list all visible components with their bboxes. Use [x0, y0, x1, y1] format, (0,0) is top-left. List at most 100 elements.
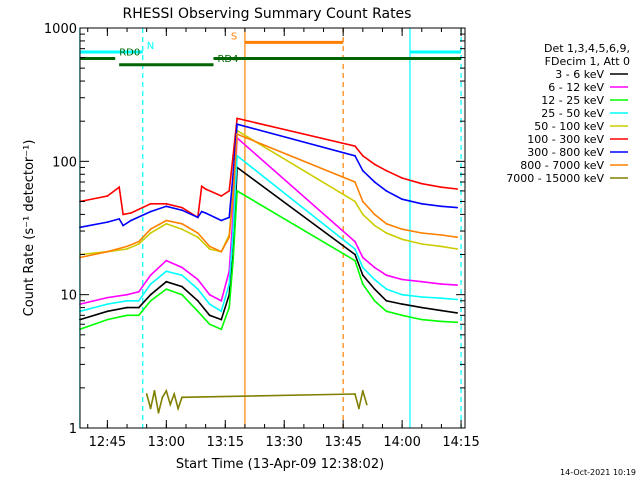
series-7-point-17	[401, 228, 403, 231]
y-tick-label-0: 1	[69, 422, 77, 437]
series-2-point-20	[456, 321, 458, 324]
segment-label-rd0: RD0	[119, 48, 140, 59]
series-4-point-14	[361, 213, 364, 216]
x-tick-label-5: 14:00	[383, 435, 420, 450]
series-6-point-20	[420, 202, 423, 205]
series-4-point-5	[165, 222, 168, 225]
series-5-point-4	[130, 212, 132, 214]
series-3-point-8	[208, 303, 211, 305]
series-1-point-16	[385, 274, 388, 277]
series-3-point-11	[232, 230, 235, 233]
series-2-point-15	[373, 299, 376, 302]
x-tick-label-4: 13:45	[324, 435, 361, 450]
series-0-point-3	[137, 306, 140, 309]
series-3-point-12	[236, 154, 239, 157]
series-4-point-7	[196, 236, 199, 239]
series-4-point-16	[385, 232, 388, 234]
series-2-point-17	[401, 314, 403, 317]
series-7-point-19	[440, 234, 443, 236]
series-7-point-2	[126, 245, 128, 248]
series-7-point-3	[137, 240, 140, 243]
series-7-point-12	[236, 133, 239, 136]
series-6-point-16	[361, 169, 364, 172]
series-4-point-3	[137, 243, 140, 245]
series-5-point-10	[204, 188, 207, 190]
series-2-point-11	[232, 259, 235, 262]
series-1-point-14	[361, 256, 364, 259]
series-6-point-9	[200, 210, 203, 213]
series-3-point-10	[228, 283, 231, 285]
x-axis-label: Start Time (13-Apr-09 12:38:02)	[176, 457, 384, 472]
series-5-point-20	[420, 182, 423, 185]
series-3-point-14	[361, 266, 364, 269]
series-8-point-5	[165, 389, 168, 392]
series-3-point-17	[401, 293, 403, 296]
series-1-point-6	[181, 266, 183, 269]
series-2-point-14	[361, 283, 364, 285]
series-7-point-11	[232, 195, 235, 197]
series-6-point-22	[456, 206, 458, 209]
series-5-point-2	[118, 186, 121, 189]
series-2-point-2	[126, 314, 128, 317]
plot-area: N RD0 RD4 S	[79, 28, 462, 428]
series-0-point-8	[208, 314, 211, 317]
series-3-point-19	[440, 297, 443, 300]
series-5-point-13	[232, 154, 235, 157]
series-8-point-3	[157, 411, 160, 414]
series-1-point-5	[165, 259, 168, 262]
series-1-point-3	[137, 290, 140, 293]
series-3-point-20	[456, 298, 458, 301]
series-line-3	[79, 154, 458, 313]
series-2-point-5	[165, 288, 168, 290]
series-6-point-7	[181, 209, 183, 212]
series-8-point-9	[181, 396, 183, 399]
y-axis-label: Count Rate (s⁻¹ detector⁻¹)	[22, 140, 37, 317]
series-2-point-3	[137, 314, 140, 317]
legend-header-0: Det 1,3,4,5,6,9,	[544, 42, 630, 55]
series-8-point-7	[173, 393, 176, 395]
series-0-point-17	[401, 303, 403, 305]
series-6-point-14	[236, 123, 239, 126]
series-2-point-9	[220, 328, 223, 331]
series-5-point-15	[354, 145, 356, 148]
series-5-point-16	[361, 154, 364, 157]
series-2-point-19	[440, 320, 443, 323]
legend-header-1: FDecim 1, Att 0	[545, 55, 630, 68]
series-6-point-4	[130, 219, 132, 222]
series-0-point-6	[181, 285, 183, 288]
timestamp: 14-Oct-2021 10:19	[560, 468, 636, 477]
series-7-point-7	[196, 232, 199, 234]
series-7-point-13	[354, 181, 356, 183]
series-4-point-4	[149, 232, 152, 234]
series-0-point-7	[196, 299, 199, 302]
series-4-point-18	[420, 243, 423, 245]
series-5-point-22	[456, 188, 458, 190]
series-8-point-12	[361, 389, 364, 392]
series-7-point-16	[385, 222, 388, 225]
series-8-point-1	[149, 407, 152, 410]
series-3-point-3	[137, 299, 140, 302]
series-0-point-19	[440, 309, 443, 312]
series-line-8	[145, 388, 368, 413]
series-1-point-1	[106, 296, 109, 299]
series-6-point-19	[401, 198, 403, 201]
series-5-point-3	[122, 213, 124, 216]
series-5-point-18	[385, 169, 388, 172]
series-5-point-21	[440, 186, 443, 189]
series-2-point-7	[196, 310, 199, 313]
series-2-point-18	[420, 318, 423, 321]
series-line-0	[79, 165, 458, 321]
series-3-point-6	[181, 274, 183, 277]
series-1-point-20	[456, 284, 458, 286]
series-3-point-2	[126, 299, 128, 302]
series-1-point-17	[401, 278, 403, 281]
series-1-point-8	[208, 293, 211, 296]
series-4-point-13	[354, 200, 356, 203]
series-6-point-21	[440, 205, 443, 208]
series-3-point-15	[373, 278, 376, 281]
legend-entry-4: 50 - 100 keV	[534, 120, 604, 133]
x-tick-label-6: 14:15	[442, 435, 479, 450]
series-2-point-1	[106, 318, 109, 321]
series-4-point-2	[126, 248, 128, 250]
series-0-point-1	[106, 310, 109, 313]
